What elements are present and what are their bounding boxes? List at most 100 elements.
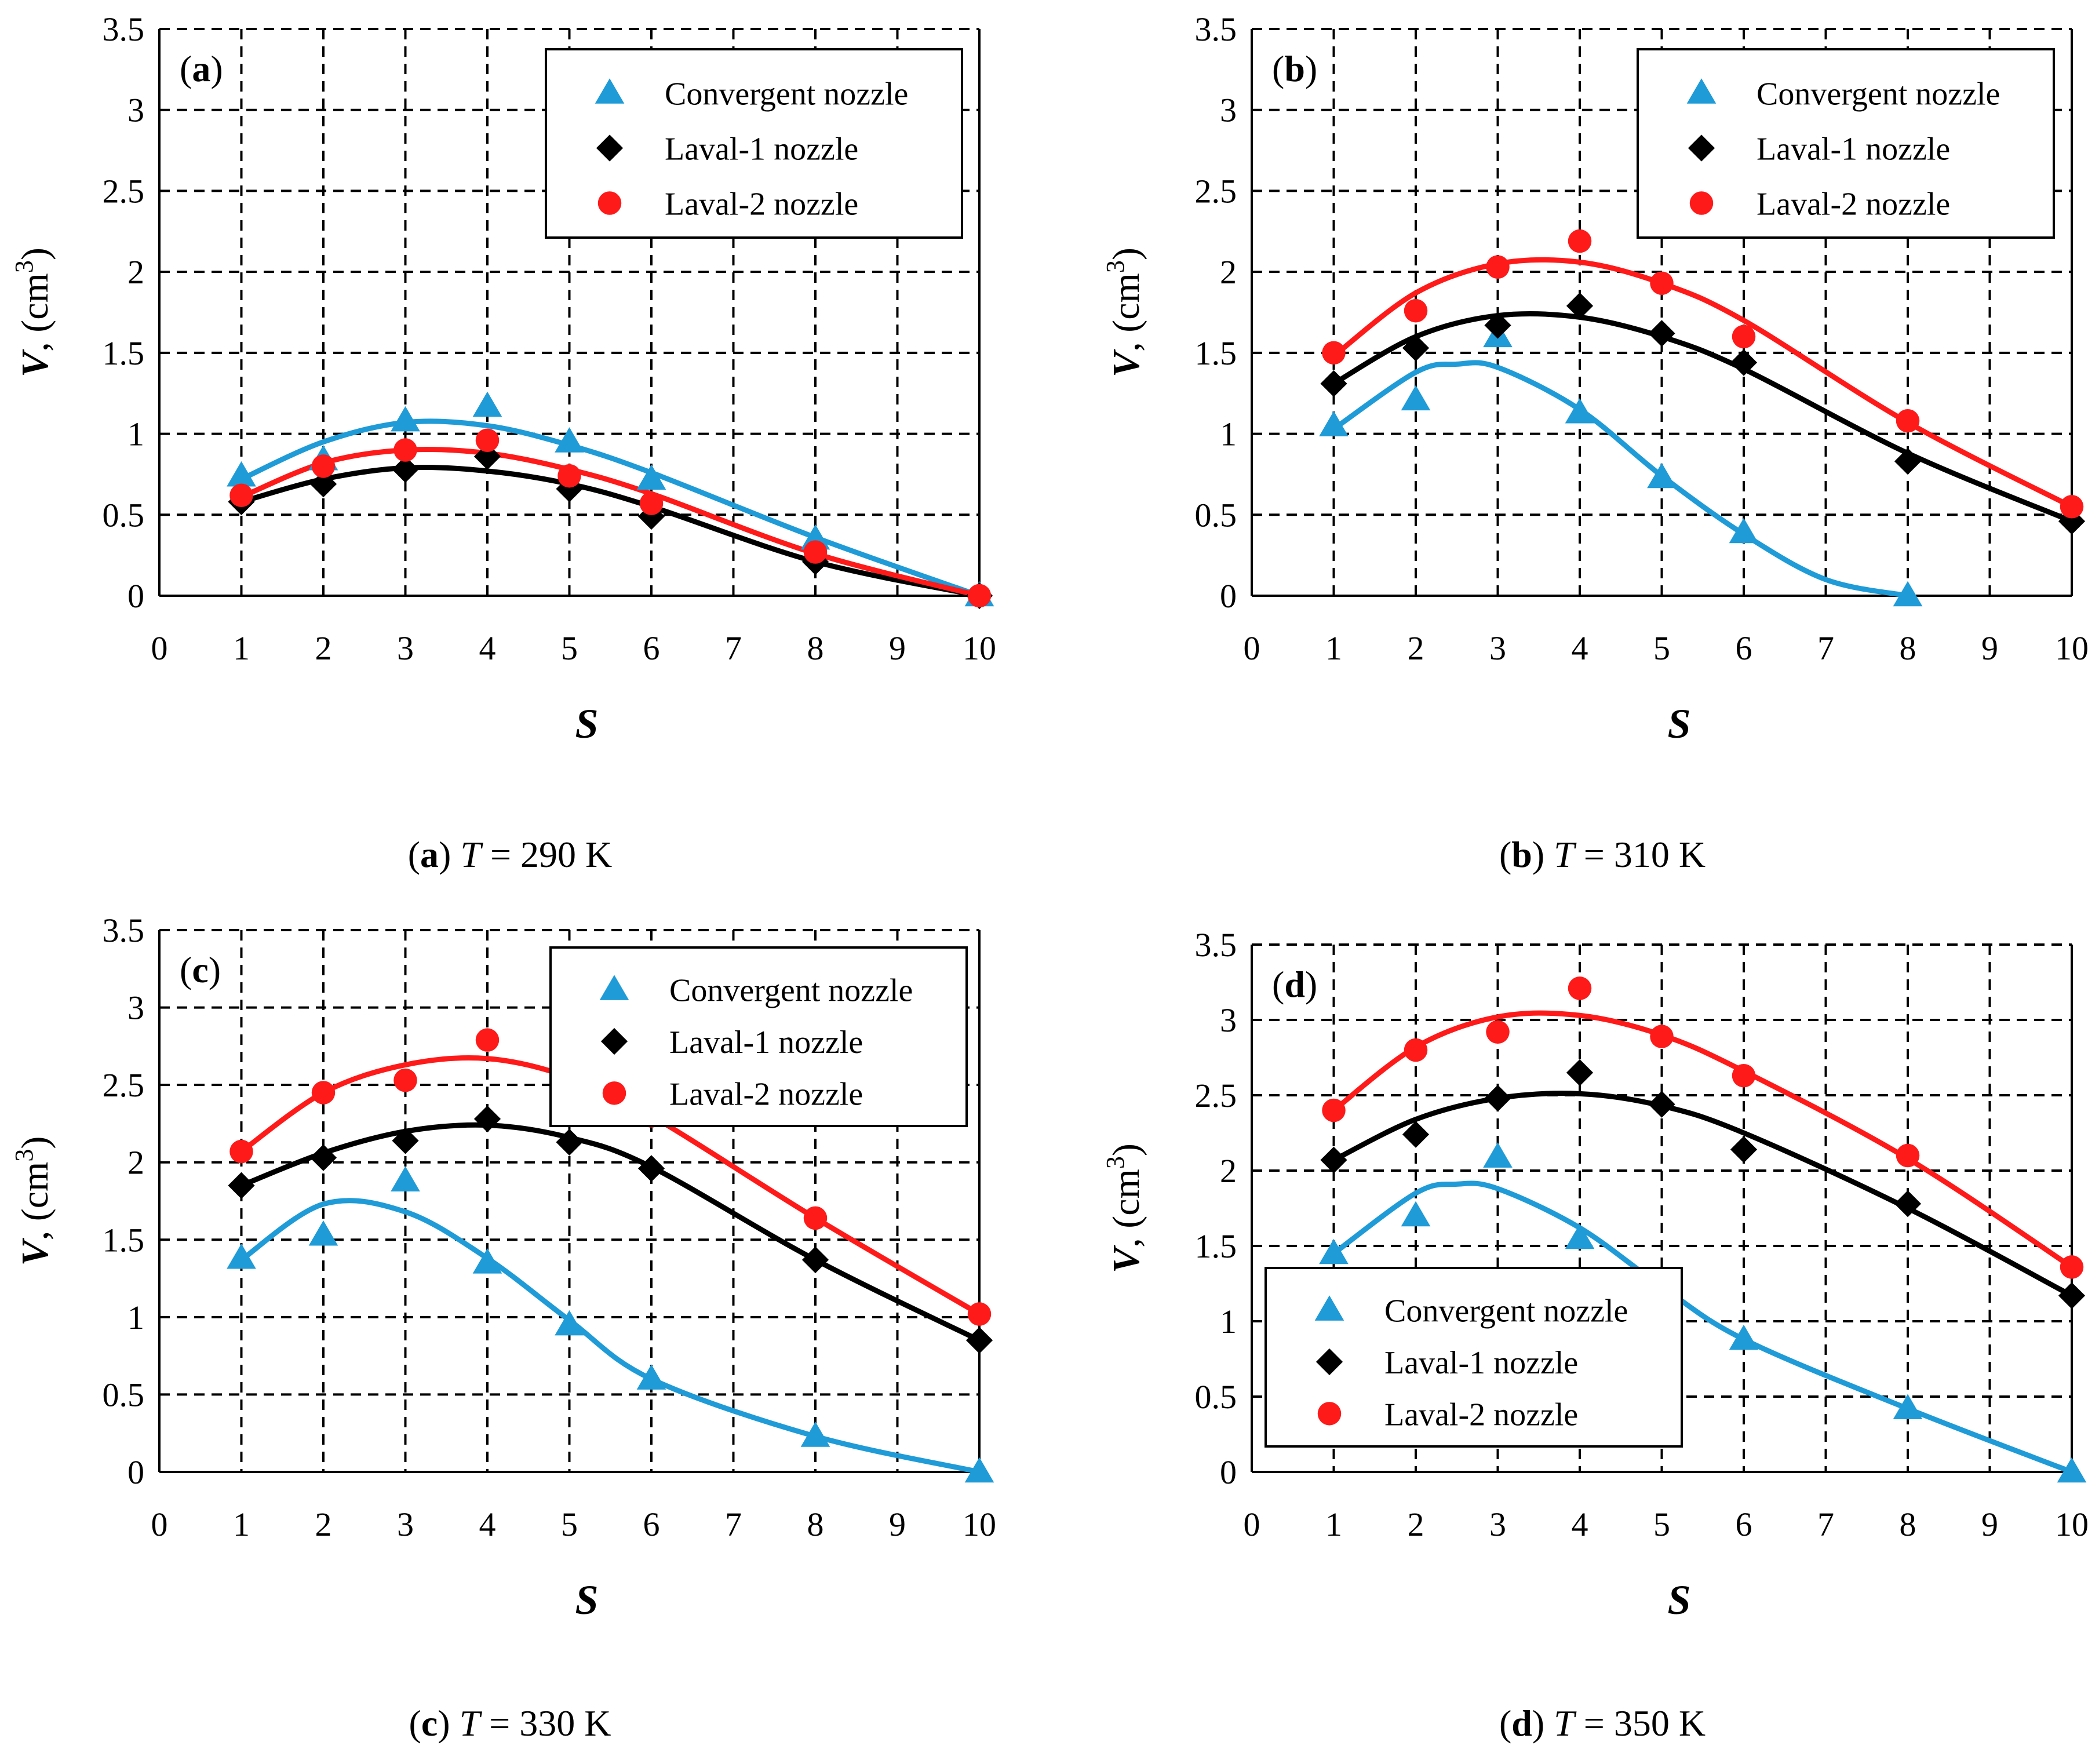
panel-caption: (c) T = 330 K — [409, 1703, 611, 1744]
y-tick-label: 3 — [127, 989, 144, 1027]
x-tick-label: 0 — [1244, 629, 1260, 667]
data-point — [229, 483, 253, 507]
caption-letter: a — [420, 834, 439, 875]
panel-caption: (b) T = 310 K — [1499, 834, 1706, 875]
x-tick-label: 8 — [807, 629, 824, 667]
data-point — [472, 391, 502, 417]
x-tick-label: 10 — [963, 629, 996, 667]
caption-value: = 310 K — [1575, 834, 1706, 875]
y-tick-label: 1 — [127, 1299, 144, 1336]
y-tick-label: 2.5 — [103, 1066, 145, 1104]
y-axis-title-close: ) — [1105, 1143, 1147, 1156]
legend-marker — [1688, 134, 1715, 162]
data-point — [1565, 1223, 1595, 1249]
caption-variable: T — [1554, 834, 1577, 875]
x-tick-label: 4 — [479, 629, 496, 667]
legend-marker — [600, 1027, 628, 1055]
x-tick-label: 2 — [315, 629, 332, 667]
data-point — [1565, 398, 1595, 424]
data-point — [639, 491, 664, 515]
data-point — [1486, 255, 1510, 279]
panel-label: (c) — [180, 949, 221, 990]
y-axis-title-superscript: 3 — [1101, 1156, 1129, 1169]
data-point — [392, 1127, 419, 1154]
x-tick-label: 5 — [1653, 1506, 1670, 1543]
panel-label-open: ( — [1272, 48, 1284, 89]
legend-label: Convergent nozzle — [665, 76, 908, 112]
caption-value: = 330 K — [480, 1703, 611, 1744]
y-axis-title: V, (cm3) — [1101, 1143, 1147, 1273]
legend-label: Laval-1 nozzle — [1757, 132, 1950, 167]
panel-label: (b) — [1272, 48, 1317, 89]
data-point — [311, 1081, 336, 1105]
data-point — [1401, 1201, 1431, 1227]
panel-caption: (d) T = 350 K — [1499, 1703, 1706, 1744]
data-point — [1647, 462, 1677, 489]
caption-letter: d — [1511, 1703, 1532, 1744]
data-point — [965, 1326, 993, 1354]
data-point — [1402, 1121, 1430, 1148]
x-tick-label: 5 — [561, 1506, 578, 1543]
panel-label-letter: a — [192, 48, 210, 89]
data-point — [1319, 1238, 1349, 1264]
x-tick-label: 1 — [1325, 1506, 1342, 1543]
y-tick-label: 2.5 — [103, 172, 145, 210]
caption-open: ( — [408, 834, 420, 875]
legend-marker — [1317, 1402, 1342, 1426]
data-point — [1322, 341, 1346, 365]
panel-label: (d) — [1272, 964, 1317, 1005]
x-tick-label: 2 — [1408, 1506, 1424, 1543]
caption-letter: b — [1511, 834, 1532, 875]
data-point — [637, 502, 665, 530]
panel-label-letter: d — [1284, 964, 1305, 1005]
y-axis-title: V, (cm3) — [10, 247, 56, 377]
data-point — [309, 1144, 337, 1171]
y-tick-label: 3 — [127, 92, 144, 129]
data-point — [964, 1457, 994, 1483]
data-point — [1650, 271, 1674, 295]
data-point — [2057, 1457, 2087, 1483]
x-tick-label: 3 — [397, 1506, 414, 1543]
data-point — [229, 1139, 253, 1164]
data-point — [393, 438, 417, 462]
y-axis-title-superscript: 3 — [10, 1149, 38, 1162]
data-point — [1484, 1085, 1511, 1112]
data-point — [801, 1246, 829, 1274]
panel-label-open: ( — [180, 48, 192, 89]
legend-marker — [595, 78, 625, 104]
caption-open: ( — [1499, 834, 1511, 875]
y-tick-label: 2 — [1220, 1152, 1237, 1190]
caption-value: = 290 K — [481, 834, 612, 875]
panel-label: (a) — [180, 48, 223, 89]
y-tick-label: 1 — [127, 416, 144, 453]
data-point — [2058, 1282, 2086, 1309]
x-tick-label: 7 — [1817, 629, 1834, 667]
data-point — [1732, 325, 1756, 349]
data-point — [967, 584, 992, 608]
panel-label-close: ) — [1305, 48, 1317, 89]
x-tick-label: 0 — [1244, 1506, 1260, 1543]
data-point — [1320, 370, 1347, 398]
legend-label: Laval-2 nozzle — [1757, 187, 1950, 223]
x-tick-label: 1 — [1325, 629, 1342, 667]
x-axis-title: S — [575, 1577, 598, 1623]
legend-label: Convergent nozzle — [1384, 1293, 1628, 1329]
y-tick-label: 2 — [1220, 253, 1237, 291]
x-tick-label: 5 — [561, 629, 578, 667]
y-axis-title-unit: , (cm — [1105, 1169, 1147, 1248]
legend-marker — [599, 975, 629, 1000]
fit-curve — [1332, 1010, 2074, 1270]
legend-label: Laval-1 nozzle — [1384, 1345, 1578, 1381]
data-point — [2060, 1255, 2084, 1279]
x-tick-label: 1 — [233, 629, 250, 667]
y-axis-title-superscript: 3 — [1101, 260, 1129, 273]
data-point — [803, 1206, 828, 1230]
data-point — [393, 1068, 417, 1092]
y-tick-label: 0.5 — [103, 1376, 145, 1413]
caption-variable: T — [1554, 1703, 1577, 1744]
data-point — [1319, 411, 1349, 436]
legend-marker — [1315, 1348, 1343, 1376]
x-tick-label: 3 — [397, 629, 414, 667]
